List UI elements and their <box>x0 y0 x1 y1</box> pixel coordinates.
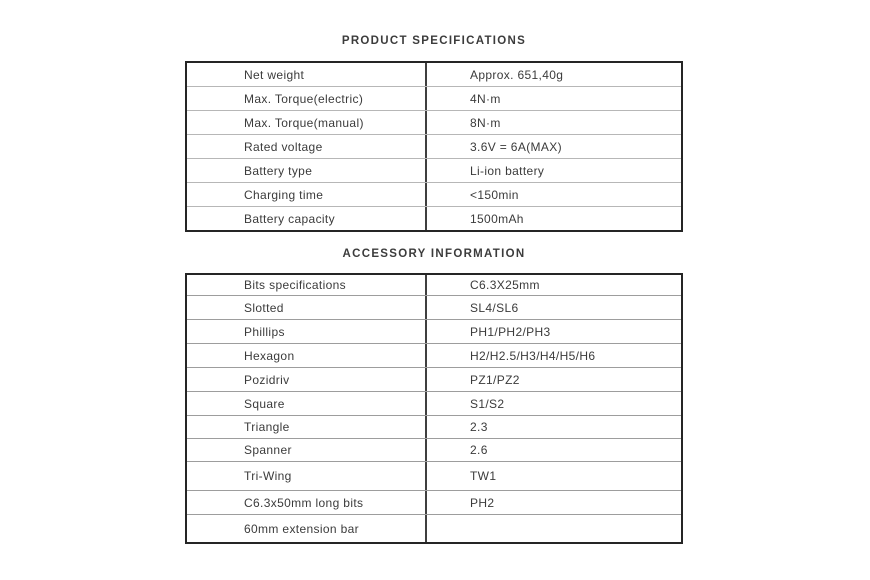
spec-label-cell: Spanner <box>244 443 292 457</box>
spec-label-cell: Max. Torque(electric) <box>244 91 364 106</box>
table-row: C6.3x50mm long bits PH2 <box>187 490 681 514</box>
table-row: Slotted SL4/SL6 <box>187 295 681 319</box>
spec-value-cell: S1/S2 <box>425 392 681 415</box>
table-row: Square S1/S2 <box>187 391 681 415</box>
table-row: Pozidriv PZ1/PZ2 <box>187 367 681 391</box>
table-row: Bits specifications C6.3X25mm <box>187 275 681 295</box>
spec-label-cell: Battery type <box>244 163 313 178</box>
table-row: Battery type Li-ion battery <box>187 158 681 182</box>
spec-label-cell: 60mm extension bar <box>244 521 360 536</box>
spec-value-cell: 4N·m <box>425 87 681 110</box>
spec-label-cell: Charging time <box>244 187 324 202</box>
spec-value-cell <box>425 515 681 542</box>
spec-label-cell: Pozidriv <box>244 372 290 387</box>
spec-value-cell: PH1/PH2/PH3 <box>425 320 681 343</box>
table-row: Max. Torque(electric) 4N·m <box>187 86 681 110</box>
spec-value-cell: Approx. 651,40g <box>425 63 681 86</box>
spec-table: Net weight Approx. 651,40g Max. Torque(ele… <box>185 61 683 232</box>
table-row: Triangle 2.3 <box>187 415 681 438</box>
spec-value-cell: Li-ion battery <box>425 159 681 182</box>
table-row: Rated voltage 3.6V = 6A(MAX) <box>187 134 681 158</box>
table-row: Max. Torque(manual) 8N·m <box>187 110 681 134</box>
spec-value-cell: PH2 <box>425 491 681 514</box>
spec-value-cell: SL4/SL6 <box>425 296 681 319</box>
section-title: PRODUCT SPECIFICATIONS <box>341 35 527 47</box>
spec-value-cell: 2.6 <box>425 439 681 461</box>
spec-table: Bits specifications C6.3X25mm Slotted SL4/S… <box>185 273 683 544</box>
table-row: Net weight Approx. 651,40g <box>187 63 681 86</box>
spec-label-cell: C6.3x50mm long bits <box>244 495 364 510</box>
spec-value-cell: 8N·m <box>425 111 681 134</box>
spec-label-cell: Max. Torque(manual) <box>244 115 364 130</box>
sections-container: PRODUCT SPECIFICATIONS Net weight Approx.… <box>185 0 683 544</box>
spec-label-cell: Square <box>244 396 285 411</box>
spec-label-cell: Hexagon <box>244 348 295 363</box>
spec-label-cell: Rated voltage <box>244 139 323 154</box>
table-row: Phillips PH1/PH2/PH3 <box>187 319 681 343</box>
spec-label-cell: Net weight <box>244 67 305 82</box>
spec-value-cell: C6.3X25mm <box>425 275 681 295</box>
spec-label-cell: Phillips <box>244 324 285 339</box>
spec-value-cell: TW1 <box>425 462 681 490</box>
spec-value-cell: PZ1/PZ2 <box>425 368 681 391</box>
table-row: Charging time <150min <box>187 182 681 206</box>
spec-label-cell: Slotted <box>244 300 284 315</box>
table-row: 60mm extension bar <box>187 514 681 542</box>
spec-label-cell: Tri-Wing <box>244 469 292 483</box>
spec-value-cell: H2/H2.5/H3/H4/H5/H6 <box>425 344 681 367</box>
spec-value-cell: 3.6V = 6A(MAX) <box>425 135 681 158</box>
table-row: Tri-Wing TW1 <box>187 461 681 490</box>
spec-label-cell: Bits specifications <box>244 278 347 292</box>
table-row: Hexagon H2/H2.5/H3/H4/H5/H6 <box>187 343 681 367</box>
spec-label-cell: Battery capacity <box>244 211 335 226</box>
table-row: Spanner 2.6 <box>187 438 681 461</box>
spec-label-cell: Triangle <box>244 420 290 434</box>
spec-value-cell: <150min <box>425 183 681 206</box>
spec-value-cell: 2.3 <box>425 416 681 438</box>
table-row: Battery capacity 1500mAh <box>187 206 681 230</box>
spec-value-cell: 1500mAh <box>425 207 681 230</box>
section-title: ACCESSORY INFORMATION <box>342 248 526 260</box>
